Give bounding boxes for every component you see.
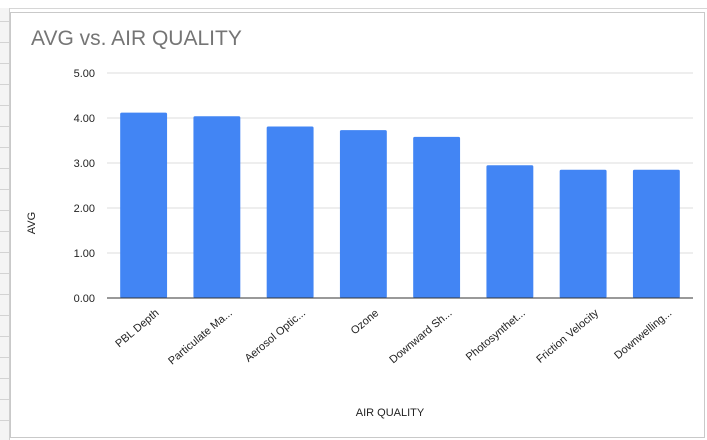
row-gutter-line [0,231,9,232]
bar [339,130,387,298]
row-gutter-line [0,105,9,106]
y-tick-label: 1.00 [74,248,95,260]
row-gutter-line [0,357,9,358]
row-gutter-line [0,399,9,400]
x-tick-label: Aerosol Optic... [243,307,308,365]
row-gutter-line [0,210,9,211]
bar [559,169,607,298]
row-gutter-line [0,84,9,85]
y-tick-label: 4.00 [74,113,95,125]
bar [266,126,314,298]
y-tick-label: 0.00 [74,293,95,305]
y-tick-label: 3.00 [74,158,95,170]
spreadsheet-header-strip [0,0,707,9]
chart-card[interactable]: AVG vs. AIR QUALITY 0.00 1.00 2.00 3.00 4.00… [10,12,705,438]
bar-chart-plot: 0.00 1.00 2.00 3.00 4.00 5.00 PBL Depth Particu… [26,68,693,419]
row-gutter-line [0,147,9,148]
x-tick-label: Ozone [349,307,382,337]
bar [120,112,168,298]
row-gutter-line [0,336,9,337]
row-gutter-line [0,21,9,22]
row-gutter-line [0,42,9,43]
x-tick-label: Downwelling... [612,307,674,362]
row-gutter-line [0,273,9,274]
bar [632,169,680,298]
bar [193,116,241,298]
row-gutter-line [0,126,9,127]
y-tick-label: 5.00 [74,68,95,80]
x-tick-label: Particulate Ma... [166,307,235,367]
bar [413,136,461,298]
x-tick-label: PBL Depth [113,307,161,350]
row-gutter-line [0,189,9,190]
x-tick-label: Photosynthet... [464,307,528,363]
x-tick-label: Downward Sh... [387,307,454,366]
row-gutter-line [0,315,9,316]
y-axis-title: AVG [26,212,38,234]
x-axis-title: AIR QUALITY [356,407,425,419]
row-gutter [0,8,10,440]
y-tick-label: 2.00 [74,203,95,215]
chart-title: AVG vs. AIR QUALITY [31,27,242,50]
row-gutter-line [0,378,9,379]
row-gutter-line [0,420,9,421]
x-tick-label: Friction Velocity [534,307,601,366]
row-gutter-line [0,168,9,169]
bar [486,165,534,298]
row-gutter-line [0,294,9,295]
row-gutter-line [0,63,9,64]
row-gutter-line [0,252,9,253]
